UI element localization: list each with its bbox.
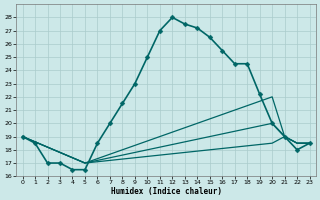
X-axis label: Humidex (Indice chaleur): Humidex (Indice chaleur) xyxy=(111,187,221,196)
